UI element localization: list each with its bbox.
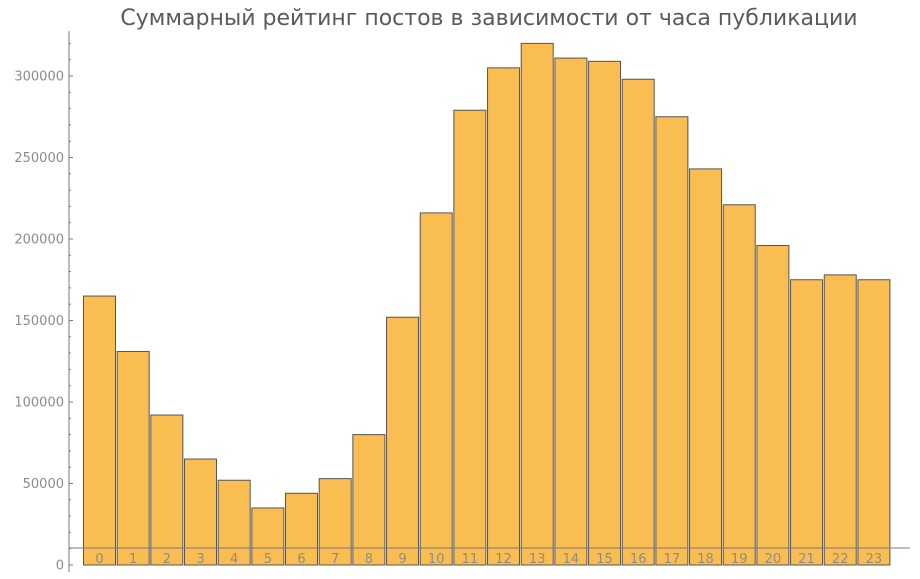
bar-1 (116, 350, 150, 566)
x-tick-label: 8 (365, 552, 373, 567)
y-tick-label: 300000 (14, 70, 64, 85)
x-tick-label: 0 (95, 552, 103, 567)
bar-7 (318, 478, 352, 566)
bar-2 (150, 414, 184, 566)
y-tick-label: 150000 (14, 314, 64, 329)
y-tick-label: 200000 (14, 233, 64, 248)
x-tick-labels: 0 1 2 3 4 5 6 7 8 9 10 11 12 13 14 15 16 17 18 19 20 21 22 23 (95, 552, 882, 567)
x-tick-label: 1 (129, 552, 137, 567)
bar-6 (285, 492, 319, 566)
x-tick-label: 11 (462, 552, 479, 567)
bar-17 (655, 116, 689, 566)
x-tick-label: 3 (196, 552, 204, 567)
x-tick-label: 15 (596, 552, 613, 567)
y-tick-label: 0 (56, 559, 64, 574)
bar-5 (251, 507, 285, 566)
x-tick-label: 6 (297, 552, 305, 567)
x-tick-label: 9 (398, 552, 406, 567)
bars-group (83, 42, 891, 566)
bar-18 (689, 168, 723, 566)
x-tick-label: 19 (731, 552, 748, 567)
x-tick-label: 21 (798, 552, 815, 567)
bar-19 (722, 204, 756, 566)
x-tick-label: 22 (832, 552, 849, 567)
bar-23 (857, 279, 891, 566)
x-tick-label: 18 (697, 552, 714, 567)
x-tick-label: 12 (495, 552, 512, 567)
x-tick-label: 23 (866, 552, 883, 567)
x-tick-label: 13 (529, 552, 546, 567)
bar-13 (520, 42, 554, 566)
y-tick-label: 50000 (23, 477, 64, 492)
bar-21 (790, 279, 824, 566)
x-tick-label: 20 (765, 552, 782, 567)
x-tick-label: 2 (163, 552, 171, 567)
x-tick-label: 14 (563, 552, 580, 567)
bar-4 (217, 479, 251, 566)
bar-15 (588, 60, 622, 566)
bar-8 (352, 434, 386, 566)
bar-3 (184, 458, 218, 566)
chart-title: Суммарный рейтинг постов в зависимости о… (120, 6, 857, 31)
bar-16 (621, 78, 655, 566)
bar-14 (554, 57, 588, 566)
bar-11 (453, 109, 487, 566)
bar-20 (756, 245, 790, 566)
x-tick-label: 4 (230, 552, 238, 567)
x-tick-label: 16 (630, 552, 647, 567)
bar-12 (487, 67, 521, 566)
bar-22 (823, 274, 857, 566)
x-tick-label: 5 (264, 552, 272, 567)
y-tick-label: 250000 (14, 151, 64, 166)
x-tick-label: 17 (664, 552, 681, 567)
bar-0 (83, 295, 116, 566)
y-tick-label: 100000 (14, 396, 64, 411)
bar-10 (419, 212, 453, 566)
x-tick-label: 7 (331, 552, 339, 567)
bar-9 (386, 316, 420, 566)
x-tick-label: 10 (428, 552, 445, 567)
y-axis: 0 50000 100000 150000 200000 250000 300000 (14, 31, 73, 574)
